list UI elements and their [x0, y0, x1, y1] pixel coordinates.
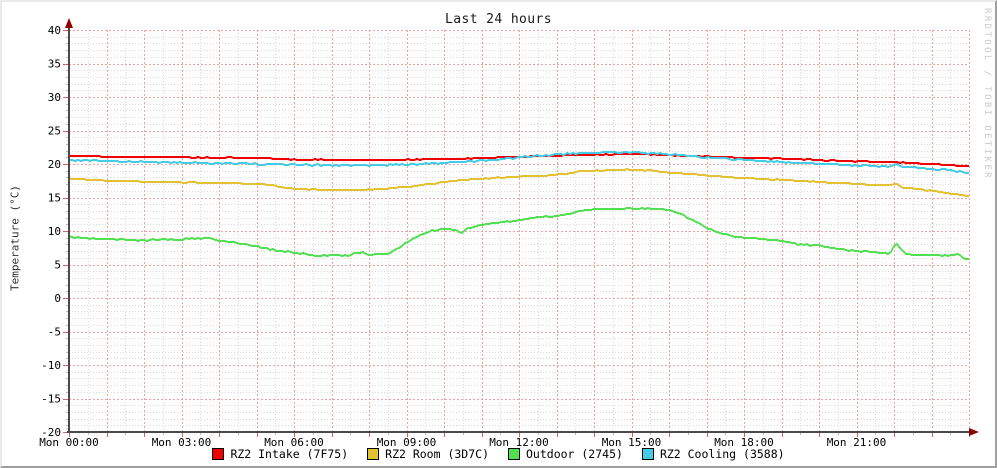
y-tick-label: 20 [48, 158, 61, 171]
legend-swatch [641, 448, 654, 460]
y-tick-label: 35 [48, 58, 61, 71]
legend-item: RZ2 Room (3D7C) [367, 447, 489, 461]
y-tick-label: 5 [54, 259, 61, 272]
x-tick-label: Mon 18:00 [714, 436, 774, 449]
legend-label: Outdoor (2745) [526, 447, 623, 461]
y-axis-title: Temperature (°C) [8, 185, 22, 291]
y-tick-label: -15 [41, 393, 61, 406]
x-tick-label: Mon 12:00 [489, 436, 549, 449]
chart-title: Last 24 hours [445, 12, 552, 27]
x-tick-label: Mon 15:00 [602, 436, 662, 449]
legend-swatch [508, 448, 520, 460]
legend-label: RZ2 Cooling (3588) [659, 447, 785, 461]
legend-swatch [367, 448, 380, 460]
y-tick-label: -10 [41, 359, 61, 372]
legend-swatch [212, 448, 225, 460]
x-tick-label: Mon 03:00 [152, 436, 212, 449]
y-tick-label: 0 [54, 292, 61, 305]
legend-label: RZ2 Intake (7F75) [230, 447, 349, 461]
y-tick-label: -5 [48, 326, 61, 339]
y-tick-label: 10 [48, 225, 61, 238]
y-tick-label: 25 [48, 125, 61, 138]
x-tick-label: Mon 09:00 [377, 436, 437, 449]
chart-legend: RZ2 Intake (7F75) RZ2 Room (3D7C) Outdoor … [2, 447, 995, 461]
y-tick-label: 15 [48, 192, 61, 205]
y-tick-label: 40 [48, 24, 61, 37]
x-axis-arrow [969, 428, 979, 436]
rrdtool-watermark: RRDTOOL / TOBI OETIKER [982, 8, 992, 181]
legend-item: RZ2 Cooling (3588) [641, 447, 785, 461]
series-line-3 [68, 206, 969, 260]
legend-item: Outdoor (2745) [508, 447, 623, 461]
series-line-4 [69, 151, 969, 174]
x-tick-label: Mon 00:00 [39, 436, 99, 449]
series-line-2 [68, 167, 969, 197]
y-axis-arrow [65, 18, 73, 28]
x-tick-label: Mon 21:00 [827, 436, 887, 449]
y-tick-label: -20 [41, 426, 61, 439]
y-tick-label: 30 [48, 91, 61, 104]
legend-item: RZ2 Intake (7F75) [212, 447, 348, 461]
legend-label: RZ2 Room (3D7C) [385, 447, 489, 461]
x-tick-label: Mon 06:00 [264, 436, 324, 449]
